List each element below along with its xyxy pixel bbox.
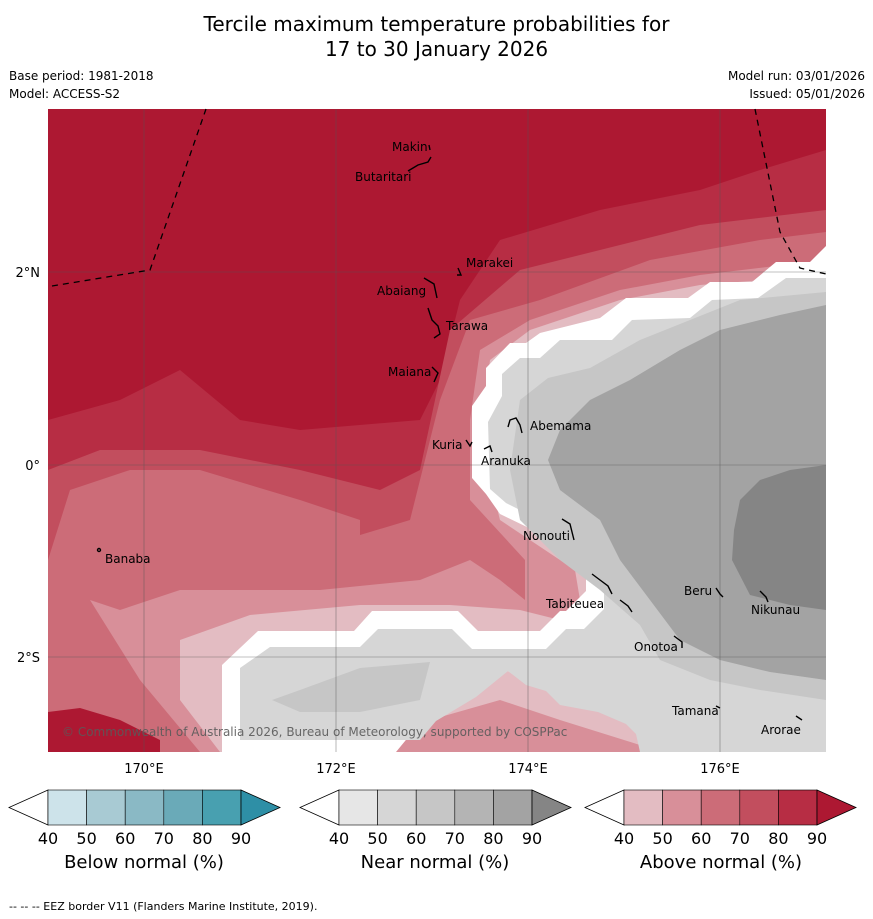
island-label-arorae: Arorae [761, 723, 801, 737]
eez-note: -- -- -- EEZ border V11 (Flanders Marine… [9, 900, 318, 913]
island-label-abaiang: Abaiang [377, 284, 426, 298]
colorbar-above-segment-4 [778, 789, 818, 826]
island-label-maiana: Maiana [388, 365, 431, 379]
colorbar-below-tick: 80 [192, 829, 212, 848]
colorbar-near-tick: 80 [483, 829, 503, 848]
colorbar-below-tick: 50 [76, 829, 96, 848]
copyright-watermark: © Commonwealth of Australia 2026, Bureau… [62, 725, 567, 739]
colorbar-below-segment-1 [86, 789, 126, 826]
colorbar-below-tick: 40 [38, 829, 58, 848]
colorbar-near-segment-4 [493, 789, 533, 826]
island-label-abemama: Abemama [530, 419, 591, 433]
grid-lines [48, 109, 826, 752]
eez-borders [51, 108, 827, 287]
colorbar-below-low-extend [8, 789, 49, 826]
lat-label-2n: 2°N [16, 266, 41, 281]
colorbar-near-tick: 40 [329, 829, 349, 848]
colorbar-title-near: Near normal (%) [360, 852, 510, 873]
island-label-marakei: Marakei [466, 256, 513, 270]
above-south-west-region [48, 708, 160, 752]
issued-date: Issued: 05/01/2026 [749, 87, 865, 101]
island-label-nikunau: Nikunau [751, 603, 800, 617]
title-line-1: Tercile maximum temperature probabilitie… [203, 12, 670, 36]
lon-label-172e: 172°E [316, 762, 356, 777]
colorbar-above-tick: 50 [652, 829, 672, 848]
colorbar-near-segment-1 [377, 789, 417, 826]
colorbar-title-above: Above normal (%) [639, 852, 803, 873]
colorbar-above-tick: 80 [768, 829, 788, 848]
colorbar-below-tick: 90 [231, 829, 251, 848]
island-label-banaba: Banaba [105, 552, 151, 566]
colorbar-above-segment-0 [623, 789, 663, 826]
island-labels: Makin Butaritari Marakei Abaiang Tarawa … [105, 140, 801, 737]
island-label-kuria: Kuria [432, 438, 463, 452]
lon-label-176e: 176°E [700, 762, 740, 777]
colorbar-above-segment-3 [739, 789, 779, 826]
colorbar-above-high-extend [816, 789, 857, 826]
colorbar-near-low-extend [299, 789, 340, 826]
axis-labels: 2°N 0° 2°S 170°E 172°E 174°E 176°E [16, 266, 740, 777]
base-period: Base period: 1981-2018 [9, 69, 154, 83]
colorbar-above-tick: 90 [807, 829, 827, 848]
colorbar-below: 40 50 60 70 80 90 [8, 789, 281, 848]
map-title: Tercile maximum temperature probabilitie… [0, 12, 873, 62]
colorbar-near-segment-3 [454, 789, 494, 826]
colorbar-above-low-extend [584, 789, 625, 826]
colorbar-near-segment-2 [415, 789, 456, 826]
colorbar-below-segment-0 [47, 789, 87, 826]
colorbar-above-segment-2 [700, 789, 741, 826]
colorbar-near-high-extend [531, 789, 572, 826]
lon-label-170e: 170°E [124, 762, 164, 777]
near-50-60-south-region [272, 662, 430, 712]
colorbar-near: 40 50 60 70 80 90 [299, 789, 572, 848]
island-label-makin: Makin [392, 140, 428, 154]
colorbar-above-segment-1 [662, 789, 702, 826]
colorbar-below-high-extend [240, 789, 281, 826]
model-name: Model: ACCESS-S2 [9, 87, 121, 101]
probability-field [48, 109, 826, 752]
near-70-80-region [732, 465, 826, 610]
colorbar-below-tick: 60 [115, 829, 135, 848]
island-outlines [96, 144, 803, 721]
colorbar-above-tick: 60 [691, 829, 711, 848]
colorbar-below-segment-3 [163, 789, 203, 826]
colorbar-near-tick: 60 [406, 829, 426, 848]
island-label-tarawa: Tarawa [445, 319, 488, 333]
colorbar-below-segment-2 [124, 789, 165, 826]
colorbar-title-below: Below normal (%) [64, 852, 224, 873]
island-label-tabiteuea: Tabiteuea [545, 597, 604, 611]
island-label-onotoa: Onotoa [634, 640, 678, 654]
island-label-butaritari: Butaritari [355, 170, 412, 184]
island-label-beru: Beru [684, 584, 712, 598]
title-line-2: 17 to 30 January 2026 [324, 37, 549, 61]
colorbar-below-tick: 70 [154, 829, 174, 848]
island-label-nonouti: Nonouti [523, 529, 570, 543]
lat-label-0: 0° [25, 459, 40, 474]
colorbar-near-tick: 50 [367, 829, 387, 848]
lat-label-2s: 2°S [17, 651, 40, 666]
meta-right: Model run: 03/01/2026 Issued: 05/01/2026 [728, 67, 865, 103]
colorbar-near-tick: 70 [445, 829, 465, 848]
colorbars: 40 50 60 70 80 90 40 50 60 70 80 90 40 50 60 70 80 90 [8, 789, 857, 848]
lon-label-174e: 174°E [508, 762, 548, 777]
colorbar-above-tick: 40 [614, 829, 634, 848]
island-label-aranuka: Aranuka [481, 454, 531, 468]
colorbar-near-tick: 90 [522, 829, 542, 848]
colorbar-above: 40 50 60 70 80 90 [584, 789, 857, 848]
meta-left: Base period: 1981-2018 Model: ACCESS-S2 [9, 67, 154, 103]
colorbar-near-segment-0 [338, 789, 378, 826]
model-run: Model run: 03/01/2026 [727, 69, 865, 83]
island-label-tamana: Tamana [671, 704, 719, 718]
colorbar-above-tick: 70 [730, 829, 750, 848]
colorbar-below-segment-4 [202, 789, 242, 826]
